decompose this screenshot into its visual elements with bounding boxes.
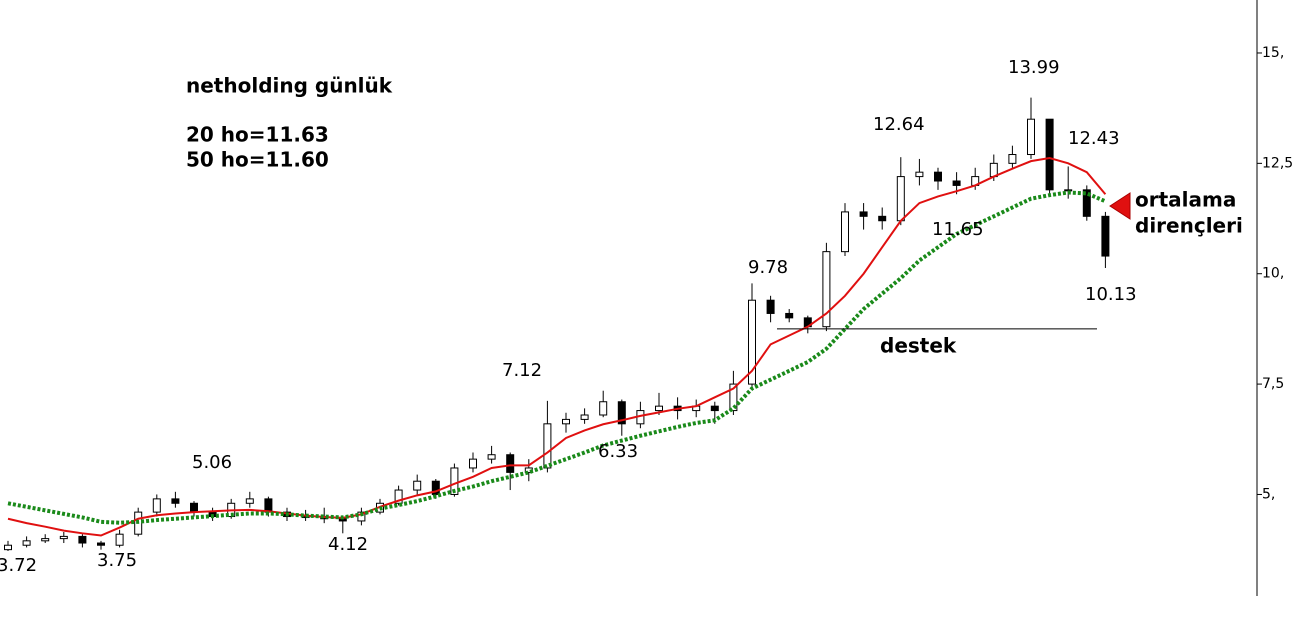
candle-body — [934, 171, 942, 182]
price-annotation: 10.13 — [1085, 284, 1137, 305]
candle-body — [469, 458, 477, 469]
price-annotation: 9.78 — [748, 257, 788, 278]
candle-body — [915, 171, 924, 178]
price-annotation: 7.12 — [502, 360, 542, 381]
candle-body — [487, 454, 496, 460]
candle-body — [841, 211, 849, 253]
title-line: 50 ho=11.60 — [186, 148, 329, 172]
price-annotation: 12.64 — [873, 114, 925, 135]
candle-body — [748, 299, 756, 385]
resistance-arrow — [1109, 192, 1131, 220]
candle-body — [785, 312, 794, 319]
candle-body — [1027, 118, 1035, 156]
candle-body — [822, 251, 831, 328]
candle-body — [78, 535, 87, 544]
candle-body — [617, 401, 626, 425]
candle-body — [59, 535, 68, 540]
title-line: netholding günlük — [186, 74, 393, 98]
candle-body — [562, 418, 570, 425]
y-tick-label: 7,5 — [1262, 376, 1284, 392]
candle-body — [431, 480, 440, 495]
candle-body — [152, 498, 161, 513]
candle-body — [4, 544, 12, 551]
candle-body — [896, 176, 905, 222]
price-annotation: 11.65 — [932, 219, 984, 240]
price-annotation: 13.99 — [1008, 57, 1060, 78]
candle-body — [1082, 189, 1091, 217]
candle-body — [710, 405, 719, 412]
candle-body — [115, 533, 124, 546]
price-annotation: 3.75 — [97, 550, 137, 571]
resistance-note: dirençleri — [1135, 214, 1243, 238]
moving-average — [7, 190, 1107, 525]
candle-body — [171, 498, 180, 504]
price-annotation: 5.06 — [192, 452, 232, 473]
candle-body — [394, 489, 403, 504]
candle-body — [543, 423, 552, 469]
price-annotation: 4.12 — [328, 534, 368, 555]
price-annotation: 3.72 — [0, 555, 37, 576]
candle-body — [97, 542, 105, 546]
y-tick-label: 15, — [1262, 45, 1284, 61]
price-annotation: 6.33 — [598, 441, 638, 462]
moving-average — [7, 157, 1107, 537]
support-label: destek — [880, 333, 957, 357]
candle-body — [190, 502, 198, 513]
y-tick-label: 12,5 — [1262, 155, 1293, 171]
candle-body — [655, 405, 663, 412]
candle-body — [766, 299, 775, 314]
candle-body — [1008, 154, 1017, 164]
candle-body — [245, 498, 254, 504]
price-annotation: 12.43 — [1068, 128, 1120, 149]
candle-body — [413, 480, 422, 491]
candle-body — [506, 454, 515, 473]
candle-body — [878, 215, 887, 222]
y-tick-label: 10, — [1262, 266, 1284, 282]
candle-body — [729, 383, 738, 412]
candle-body — [41, 538, 50, 542]
candle-body — [22, 540, 31, 546]
candle-body — [580, 414, 589, 420]
candle-body — [1101, 215, 1110, 257]
candle-body — [859, 211, 868, 217]
candle-body — [952, 180, 961, 186]
candle-body — [599, 401, 608, 416]
resistance-note: ortalama — [1135, 188, 1236, 212]
title-line: 20 ho=11.63 — [186, 123, 329, 147]
candle-body — [450, 467, 459, 495]
y-tick-label: 5, — [1262, 486, 1275, 502]
candle-body — [1045, 118, 1054, 191]
